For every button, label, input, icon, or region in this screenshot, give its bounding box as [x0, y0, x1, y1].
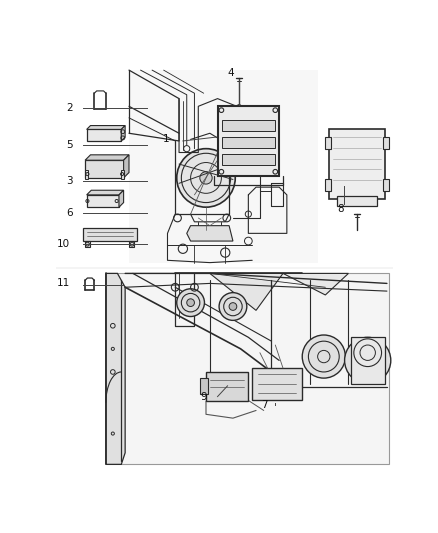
Bar [325, 180, 331, 191]
Circle shape [200, 172, 212, 184]
Bar [351, 337, 385, 384]
Bar [383, 180, 389, 191]
Polygon shape [283, 273, 349, 295]
Circle shape [187, 299, 194, 306]
Circle shape [229, 303, 237, 310]
Polygon shape [119, 190, 124, 207]
Polygon shape [120, 170, 124, 180]
Bar [106, 273, 389, 464]
Bar [129, 70, 318, 263]
Bar [325, 137, 331, 149]
Text: 2: 2 [66, 103, 73, 113]
Circle shape [219, 293, 247, 320]
Polygon shape [124, 155, 129, 178]
Bar [383, 137, 389, 149]
Polygon shape [121, 126, 125, 141]
Bar [218, 106, 279, 175]
Polygon shape [83, 228, 137, 241]
Text: 1: 1 [163, 134, 170, 144]
Bar [329, 130, 385, 199]
Text: 7: 7 [261, 400, 268, 410]
Bar [222, 137, 275, 148]
Text: 9: 9 [200, 392, 207, 401]
Bar [337, 196, 377, 206]
Text: 6: 6 [66, 208, 73, 219]
Circle shape [237, 105, 241, 109]
Polygon shape [106, 273, 125, 464]
Polygon shape [87, 195, 119, 207]
Text: 11: 11 [57, 278, 70, 288]
Circle shape [177, 149, 235, 207]
Bar [252, 368, 302, 400]
Bar [200, 378, 208, 393]
Polygon shape [210, 273, 283, 310]
Polygon shape [87, 190, 124, 195]
Circle shape [345, 337, 391, 384]
Circle shape [177, 289, 205, 317]
Polygon shape [187, 225, 233, 241]
Text: 10: 10 [57, 239, 70, 249]
Polygon shape [87, 130, 121, 141]
Polygon shape [85, 160, 124, 178]
Polygon shape [129, 241, 134, 247]
Circle shape [302, 335, 346, 378]
Text: 4: 4 [228, 68, 234, 78]
Bar [222, 120, 275, 131]
Polygon shape [85, 170, 88, 180]
Polygon shape [206, 372, 248, 401]
Polygon shape [85, 241, 91, 247]
Text: 5: 5 [66, 140, 73, 150]
Text: 3: 3 [66, 176, 73, 186]
Bar [222, 154, 275, 165]
Polygon shape [87, 126, 125, 130]
Text: 8: 8 [337, 204, 344, 214]
Polygon shape [85, 155, 129, 160]
